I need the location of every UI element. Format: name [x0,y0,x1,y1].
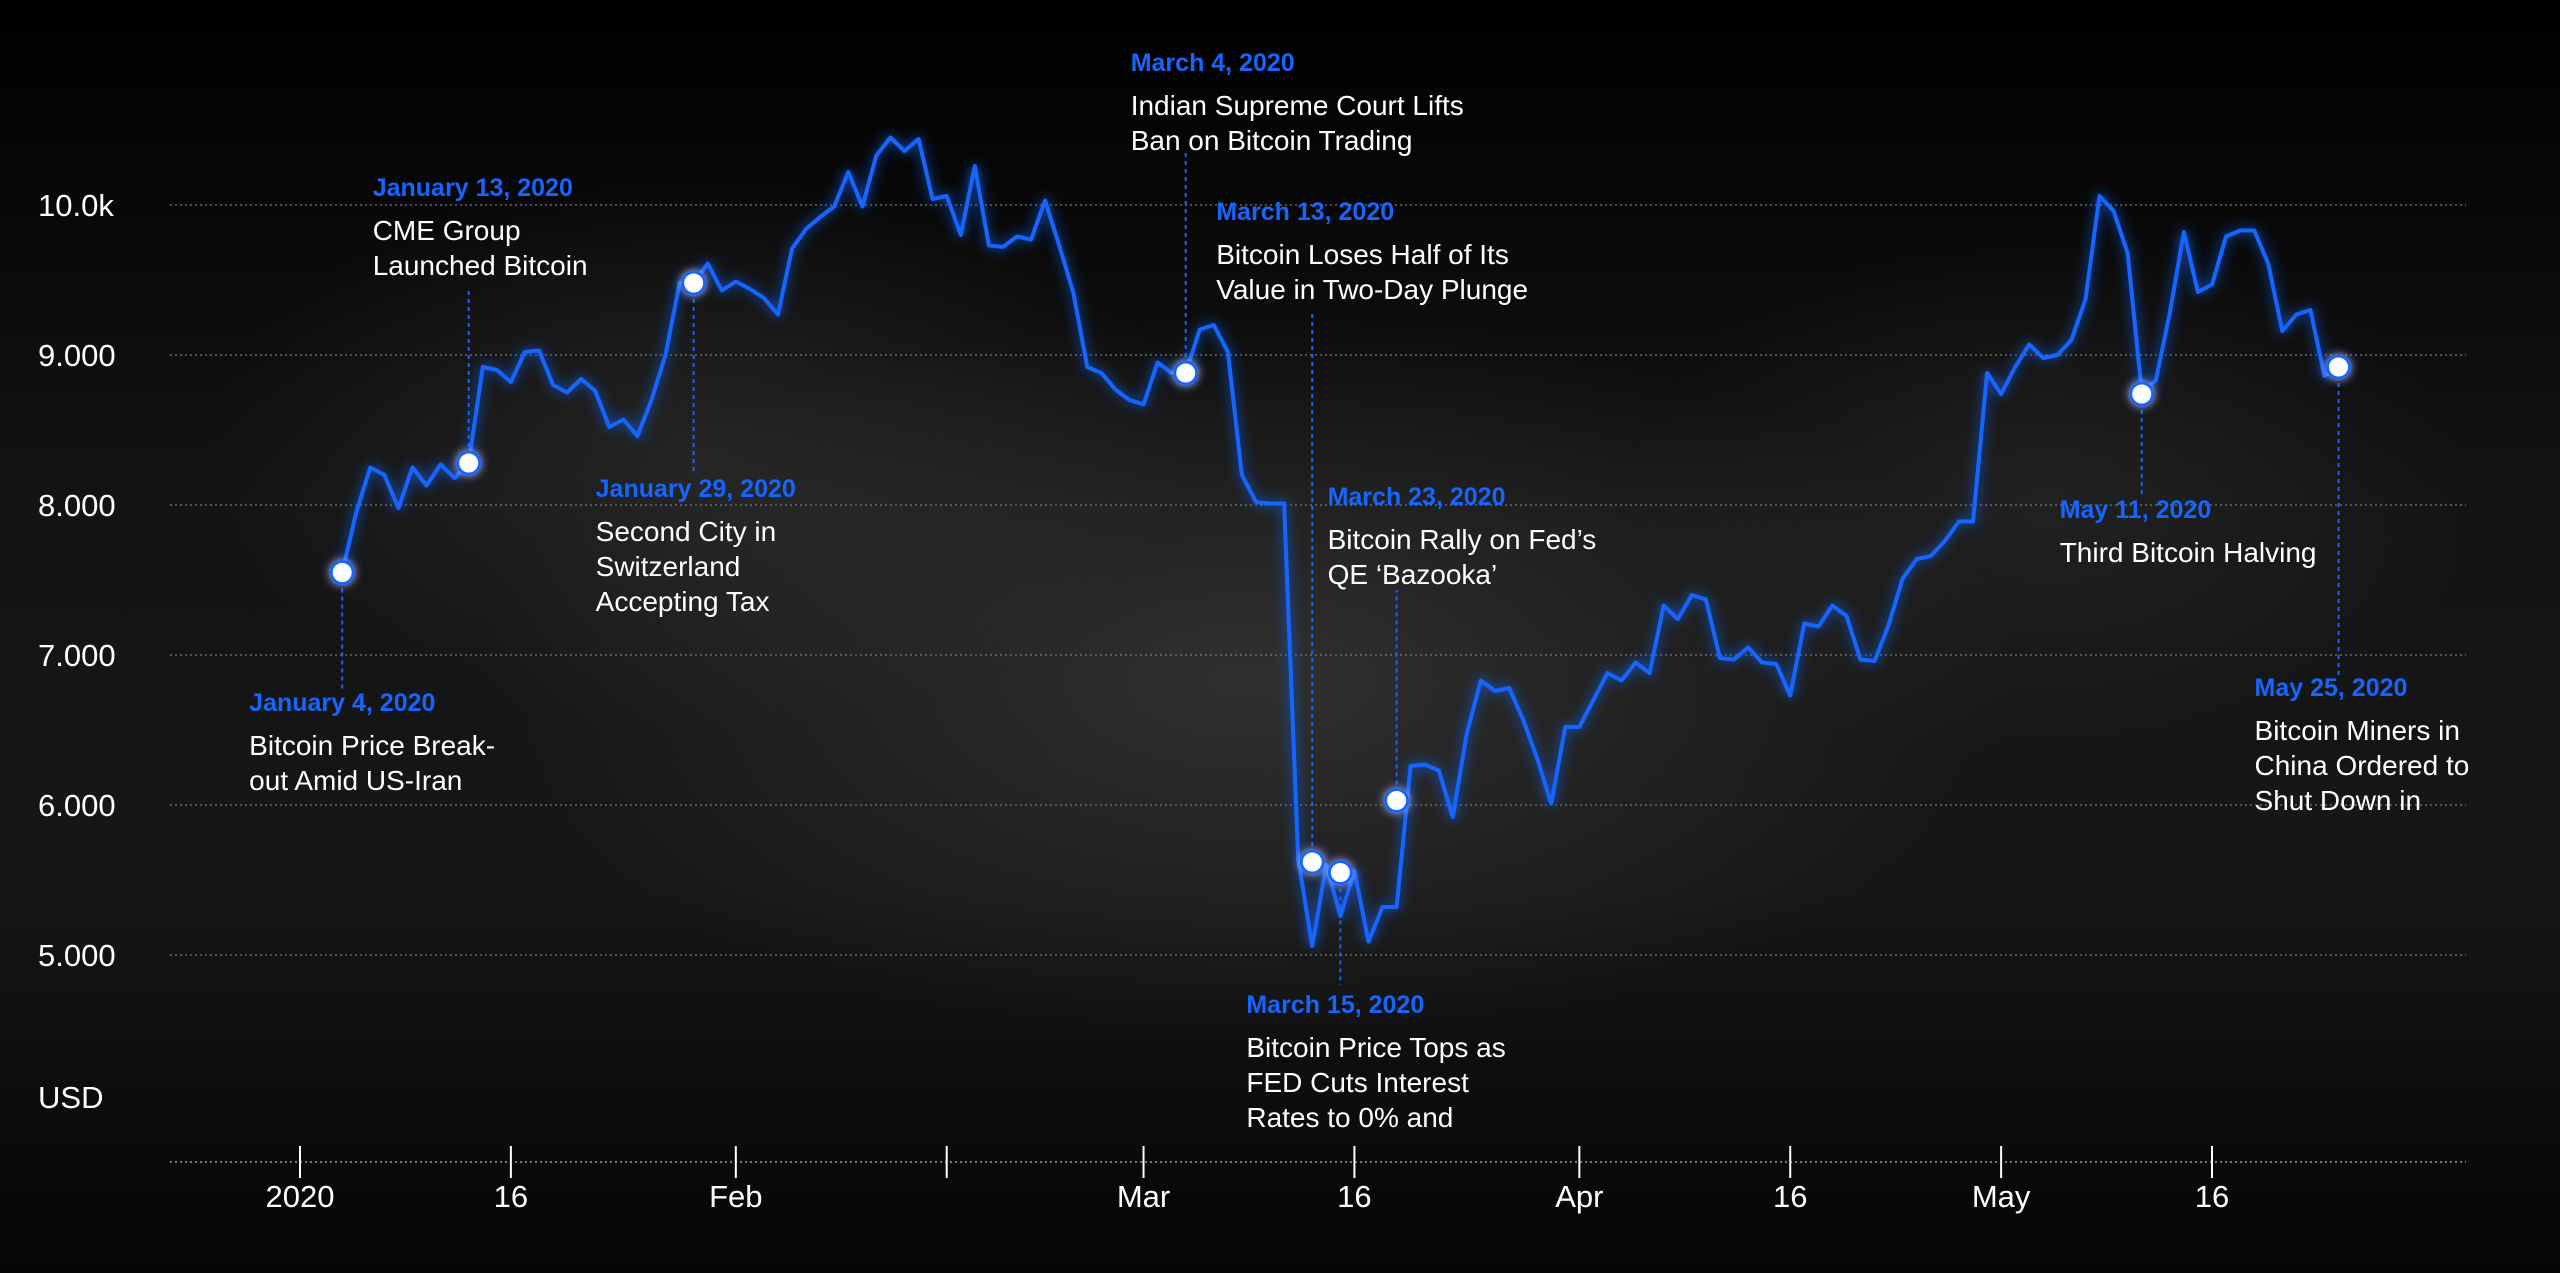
event-marker-dot[interactable] [1384,788,1410,813]
annotation-date: May 11, 2020 [2060,496,2212,524]
event-marker-dot[interactable] [1299,849,1325,875]
annotation-date: May 25, 2020 [2255,674,2408,702]
event-marker-dot[interactable] [329,560,355,585]
grid-layer [170,204,2466,956]
annotation-text-line: Bitcoin Loses Half of Its [1216,239,1509,270]
annotation-text-line: Bitcoin Price Break- [249,730,495,761]
annotation-text-line: Value in Two-Day Plunge [1216,274,1528,305]
annotation-text-line: Shut Down in [2255,785,2422,816]
annotation-text-line: Launched Bitcoin [373,250,588,281]
event-marker-dot[interactable] [1173,360,1199,386]
x-axis: 2020 16 Feb Mar 16 Apr 16 May 16 [170,1146,2466,1214]
event-marker-dot[interactable] [681,270,707,296]
x-tick-label: 16 [494,1179,528,1214]
annotation-date: January 29, 2020 [596,475,796,503]
annotation-text-line: Second City in [596,516,777,547]
event-markers [329,270,2352,885]
annotation-date: March 23, 2020 [1328,483,1506,511]
event-marker-dot[interactable] [456,450,482,476]
annotation-text-line: Bitcoin Rally on Fed’s [1328,524,1597,555]
x-tick-label: 2020 [266,1179,335,1214]
y-axis-unit-label: USD [38,1080,103,1115]
y-tick-label: 10.0k [38,188,114,223]
y-tick-label: 6.000 [38,788,116,823]
annotation-date: January 13, 2020 [373,174,573,202]
annotation-text-line: Bitcoin Miners in [2255,715,2460,746]
annotation-text-line: Third Bitcoin Halving [2060,537,2317,568]
annotation-text-line: out Amid US-Iran [249,765,462,796]
annotation-text-line: CME Group [373,215,521,246]
x-tick-label: 16 [1337,1179,1371,1214]
annotation-text-line: China Ordered to [2255,750,2470,781]
x-tick-label: May [1972,1179,2031,1214]
annotation-text-line: Indian Supreme Court Lifts [1131,90,1464,121]
x-tick-label: Apr [1555,1179,1603,1214]
annotation-date: March 4, 2020 [1131,49,1295,77]
annotation-date: March 13, 2020 [1216,198,1394,226]
x-tick-label: 16 [1773,1179,1807,1214]
y-tick-label: 5.000 [38,938,116,973]
price-series-line [340,135,2341,948]
event-marker-dot[interactable] [2129,381,2155,407]
y-axis: USD 5.000 6.000 7.000 8.000 9.000 10.0k [38,188,116,1115]
event-marker-dot[interactable] [2326,354,2352,380]
annotation-date: January 4, 2020 [249,689,435,717]
x-tick-label: Feb [709,1179,762,1214]
annotation-text-line: QE ‘Bazooka’ [1328,559,1498,590]
y-tick-label: 7.000 [38,638,116,673]
x-tick-label: Mar [1117,1179,1170,1214]
annotation-text-line: Switzerland [596,551,741,582]
annotation-text-line: FED Cuts Interest [1246,1067,1469,1098]
annotation-text-line: Rates to 0% and [1246,1102,1453,1133]
annotation-text-line: Ban on Bitcoin Trading [1131,125,1413,156]
y-tick-label: 9.000 [38,338,116,373]
x-tick-label: 16 [2195,1179,2229,1214]
annotation-text-line: Accepting Tax [596,586,770,617]
annotation-date: March 15, 2020 [1246,991,1424,1019]
annotation-labels: January 4, 2020 Bitcoin Price Break-out A… [249,49,2469,1133]
annotation-leaders [341,150,2340,985]
annotation-text-line: Bitcoin Price Tops as [1246,1032,1505,1063]
price-line-layer [340,135,2341,948]
y-tick-label: 8.000 [38,488,116,523]
event-marker-dot[interactable] [1327,860,1353,885]
